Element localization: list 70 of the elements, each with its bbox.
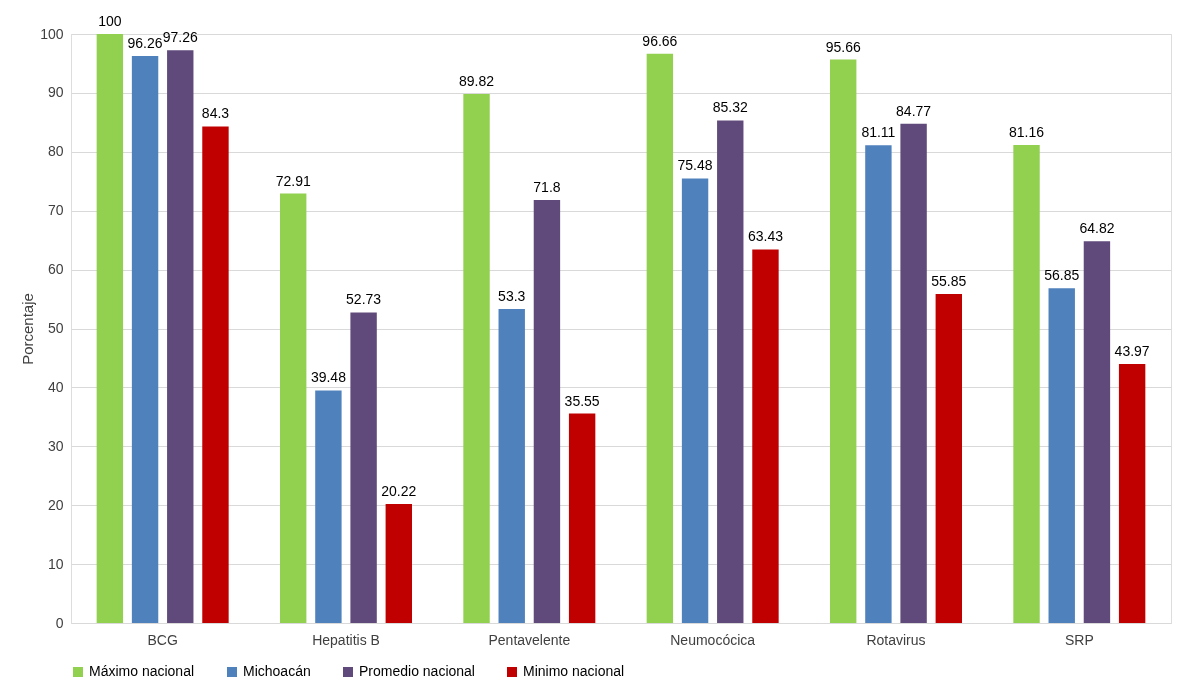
data-label: 43.97 — [1114, 343, 1150, 360]
data-label: 55.85 — [931, 273, 967, 290]
data-label: 75.48 — [677, 157, 713, 174]
y-tick-label: 20 — [47, 496, 64, 513]
bar — [498, 309, 525, 623]
bar — [280, 193, 307, 623]
data-label: 71.8 — [533, 179, 561, 196]
data-label: 56.85 — [1044, 267, 1080, 284]
y-tick-label: 50 — [47, 320, 64, 336]
data-label: 89.82 — [459, 72, 495, 89]
data-label: 100 — [98, 13, 122, 29]
y-tick-label: 40 — [47, 378, 64, 395]
bar — [1118, 364, 1146, 623]
bar — [717, 120, 744, 623]
bar — [131, 56, 159, 623]
data-label: 53.3 — [498, 288, 526, 305]
bar — [568, 413, 596, 623]
legend-label: Promedio nacional — [359, 663, 475, 679]
data-label: 72.91 — [275, 172, 311, 189]
y-tick-label: 100 — [40, 25, 64, 42]
bar — [681, 178, 709, 623]
x-tick-label: Pentavelente — [488, 631, 571, 648]
data-label: 95.66 — [825, 38, 861, 55]
x-tick-label: Hepatitis B — [312, 631, 380, 648]
data-label: 84.77 — [896, 102, 932, 119]
data-label: 64.82 — [1079, 220, 1115, 237]
x-tick-label: Rotavirus — [866, 631, 926, 648]
data-label: 97.26 — [162, 29, 198, 46]
bar — [350, 312, 377, 623]
data-label: 20.22 — [381, 482, 417, 499]
data-label: 52.73 — [346, 291, 382, 308]
data-label: 81.11 — [861, 124, 896, 141]
bar — [865, 145, 892, 623]
data-label: 81.16 — [1009, 123, 1045, 140]
data-label: 39.48 — [310, 369, 347, 386]
bar — [167, 50, 194, 623]
bar — [752, 249, 779, 623]
bar — [385, 503, 412, 623]
bar — [1013, 144, 1040, 623]
bar — [1048, 288, 1075, 623]
data-label: 96.66 — [642, 32, 678, 49]
data-label: 85.32 — [712, 99, 748, 116]
y-tick-label: 70 — [47, 202, 64, 219]
x-tick-label: SRP — [1064, 631, 1094, 648]
bar — [315, 390, 342, 623]
legend-label: Máximo nacional — [89, 663, 195, 679]
bar — [1083, 241, 1111, 623]
legend-label: Michoacán — [243, 663, 311, 679]
bar — [463, 93, 490, 623]
bar — [900, 123, 927, 623]
legend-label: Minimo nacional — [523, 663, 625, 679]
y-tick-label: 60 — [47, 261, 64, 278]
data-label: 35.55 — [564, 392, 600, 409]
bar — [935, 294, 962, 623]
data-label: 63.43 — [747, 228, 784, 245]
y-tick-label: 80 — [47, 143, 64, 160]
bar — [202, 126, 229, 623]
bar — [533, 200, 561, 623]
y-tick-label: 0 — [55, 614, 64, 631]
y-axis-title: Porcentaje — [19, 293, 37, 365]
y-tick-label: 90 — [47, 84, 64, 101]
y-tick-label: 10 — [47, 555, 64, 572]
x-tick-label: Neumocócica — [670, 631, 756, 648]
bar — [830, 59, 857, 623]
x-tick-label: BCG — [147, 631, 178, 648]
data-label: 96.26 — [127, 35, 163, 52]
bar — [646, 53, 674, 623]
bar — [96, 34, 124, 623]
data-label: 84.3 — [201, 105, 230, 122]
y-tick-label: 30 — [47, 437, 64, 454]
